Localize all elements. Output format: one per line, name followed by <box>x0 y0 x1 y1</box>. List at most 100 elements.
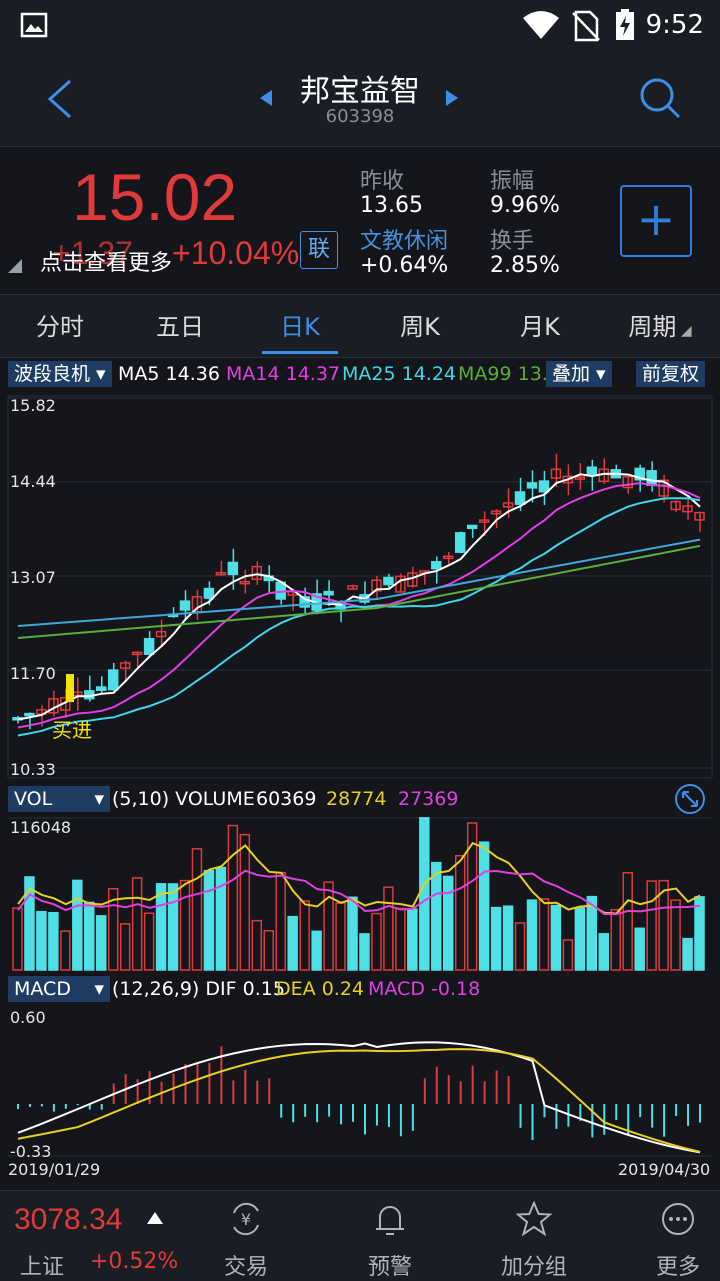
price-change-pct: +10.04% <box>172 235 300 271</box>
volume-bar <box>419 817 430 971</box>
candle-body <box>383 576 394 586</box>
linked-button[interactable]: 联 <box>300 231 338 269</box>
tab-five-day[interactable]: 五日 <box>156 313 204 341</box>
volume-bar <box>694 896 705 971</box>
overlay-select[interactable]: 叠加 ▾ <box>546 361 612 387</box>
candle-body <box>514 491 526 505</box>
volume-bar <box>155 883 167 971</box>
volume-bar <box>359 933 370 971</box>
volume-bar <box>478 841 490 971</box>
prev-stock-icon[interactable] <box>258 88 274 108</box>
candle-body <box>478 519 490 523</box>
volume-chart[interactable] <box>0 816 720 972</box>
candlestick-chart[interactable] <box>0 388 720 780</box>
last-price: 15.02 <box>72 160 238 234</box>
macd-chart[interactable] <box>0 1006 720 1158</box>
candle-body <box>251 565 263 581</box>
index-value[interactable]: 3078.34 <box>14 1203 123 1236</box>
star-icon <box>516 1201 552 1237</box>
index-change: +0.52% <box>90 1249 179 1274</box>
tab-monthly-k[interactable]: 月K <box>520 313 560 341</box>
price-axis-label: 15.82 <box>10 396 56 415</box>
volume-bar <box>407 908 418 971</box>
volume-bar <box>634 927 645 971</box>
macd-indicator-select[interactable]: MACD ▾ <box>8 976 110 1002</box>
candle-body <box>215 571 227 576</box>
candle-body <box>454 532 466 553</box>
volume-bar <box>323 881 334 971</box>
quote-panel[interactable]: 15.02 +1.37 +10.04% 点击查看更多 联 昨收 13.65 文教… <box>0 147 720 292</box>
volume-bar <box>466 822 478 971</box>
buy-signal-marker <box>66 674 74 702</box>
candle-body <box>622 476 633 489</box>
adjust-select[interactable]: 前复权 <box>636 361 706 387</box>
search-icon[interactable] <box>638 76 682 120</box>
buy-signal-label: 买进 <box>52 718 92 742</box>
turnover-label: 换手 <box>490 229 535 254</box>
volume-bar <box>84 901 95 971</box>
period-tabs: 分时 五日 日K 周K 月K 周期 ◢ <box>0 294 720 358</box>
volume-bar <box>275 871 286 971</box>
volume-bar <box>371 912 382 971</box>
volume-bar <box>12 907 23 971</box>
macd-dea-line <box>17 1048 701 1153</box>
macd-dif-line <box>17 1041 701 1154</box>
fullscreen-icon[interactable] <box>674 783 706 815</box>
volume-bar <box>131 877 143 971</box>
no-sim-icon <box>572 10 600 42</box>
svg-text:¥: ¥ <box>241 1210 251 1229</box>
back-icon[interactable] <box>44 78 74 120</box>
indicator-select[interactable]: 波段良机 ▾ <box>8 361 112 387</box>
gallery-icon <box>20 12 48 38</box>
ma-long-line <box>17 538 701 627</box>
volume-bar <box>443 875 454 971</box>
date-start: 2019/01/29 <box>8 1160 101 1179</box>
price-axis-label: 11.70 <box>10 664 56 683</box>
more-info-hint[interactable]: 点击查看更多 <box>40 251 173 276</box>
add-watchlist-button[interactable]: + <box>620 185 692 257</box>
status-bar: 9:52 <box>0 0 720 52</box>
sector-link[interactable]: 文教休闲 <box>360 229 449 254</box>
stock-name: 邦宝益智 <box>300 74 420 109</box>
stock-header: 邦宝益智 603398 <box>0 52 720 147</box>
volume-bar <box>538 898 550 971</box>
candle-body <box>538 480 550 493</box>
candle-body <box>550 468 562 479</box>
volume-bar <box>682 937 693 971</box>
volume-indicator-select[interactable]: VOL ▾ <box>8 786 110 812</box>
volume-bar <box>574 907 586 971</box>
battery-charging-icon <box>616 9 634 40</box>
candle-body <box>443 555 454 560</box>
tab-daily-k[interactable]: 日K <box>280 313 320 341</box>
candle-body <box>490 510 502 515</box>
volume-bar <box>335 902 346 971</box>
volume-bar <box>586 895 598 971</box>
volume-axis-max: 116048 <box>10 818 72 837</box>
volume-bar <box>610 908 621 971</box>
volume-bar <box>658 879 669 971</box>
candle-body <box>562 475 574 484</box>
ma5-line <box>17 472 701 721</box>
tab-weekly-k[interactable]: 周K <box>400 313 440 341</box>
candle-body <box>131 651 143 656</box>
ma99-line <box>17 544 701 639</box>
volume-ma5: 28774 <box>326 788 387 810</box>
volume-bar <box>227 824 239 971</box>
next-stock-icon[interactable] <box>444 88 460 108</box>
ma5-label: MA5 14.36 <box>118 363 220 385</box>
volume-bar <box>36 910 47 971</box>
volume-bar <box>526 899 538 971</box>
volume-bar <box>203 869 215 971</box>
volume-ma10-line <box>17 869 701 916</box>
expand-corner-icon <box>8 259 22 273</box>
volume-bar <box>215 866 227 971</box>
volume-bar <box>550 904 562 971</box>
tab-intraday[interactable]: 分时 <box>36 313 84 341</box>
volume-bar <box>251 919 263 971</box>
macd-params: (12,26,9) DIF 0.15 <box>112 978 285 1000</box>
volume-bar <box>60 930 71 971</box>
candle-body <box>658 479 669 497</box>
candle-body <box>203 587 215 599</box>
tab-period[interactable]: 周期 ◢ <box>628 313 692 341</box>
up-triangle-icon <box>147 1212 163 1224</box>
